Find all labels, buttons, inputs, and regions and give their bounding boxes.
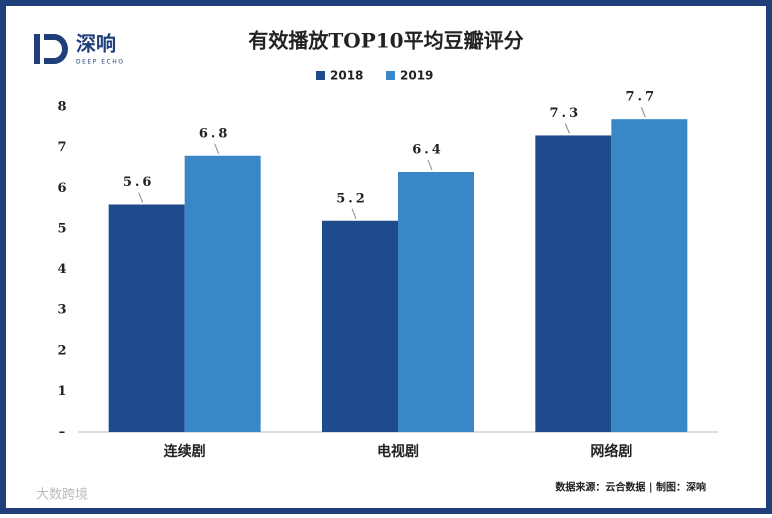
watermark: 大数跨境 [36,488,88,503]
legend-label: 2019 [400,69,433,83]
chart-title: 有效播放TOP10平均豆瓣评分 [248,29,523,53]
y-tick-label: 1 [57,384,66,399]
y-tick-label: 4 [57,262,66,277]
x-tick-label: 网络剧 [590,443,632,460]
bar [108,204,185,432]
legend-swatch [316,71,325,80]
value-label: 5.2 [336,191,368,206]
y-tick-label: 2 [57,343,66,358]
x-tick-label: 连续剧 [164,443,206,460]
bar [611,119,688,432]
label-leader [138,192,144,203]
y-tick-label: – [59,425,66,440]
source: 数据来源：云合数据 | 制图：深响 [555,481,706,494]
label-leader [214,143,220,154]
logo-bar [34,34,40,64]
bar [322,220,398,432]
y-tick-label: 6 [57,181,66,196]
y-tick-label: 5 [57,221,66,236]
value-label: 7.7 [626,90,658,105]
logo-subtitle: DEEP ECHO [76,59,124,66]
y-tick-label: 3 [57,303,66,318]
value-label: 6.4 [412,143,444,158]
x-tick-label: 电视剧 [377,443,419,460]
y-tick-label: 7 [57,140,66,155]
value-label: 7.3 [550,106,582,121]
logo-d [44,34,68,64]
bar [184,155,261,432]
legend-label: 2018 [330,69,363,83]
legend-swatch [386,71,395,80]
y-tick-label: 8 [57,100,66,115]
label-leader [351,208,357,219]
value-label: 6.8 [199,126,231,141]
bar [398,172,474,432]
label-leader [640,107,646,118]
value-label: 5.6 [123,175,155,190]
logo-text: 深响 [76,32,116,56]
bar [535,135,612,432]
label-leader [427,159,433,171]
logo: 深响 DEEP ECHO [34,32,124,66]
label-leader [564,123,570,134]
